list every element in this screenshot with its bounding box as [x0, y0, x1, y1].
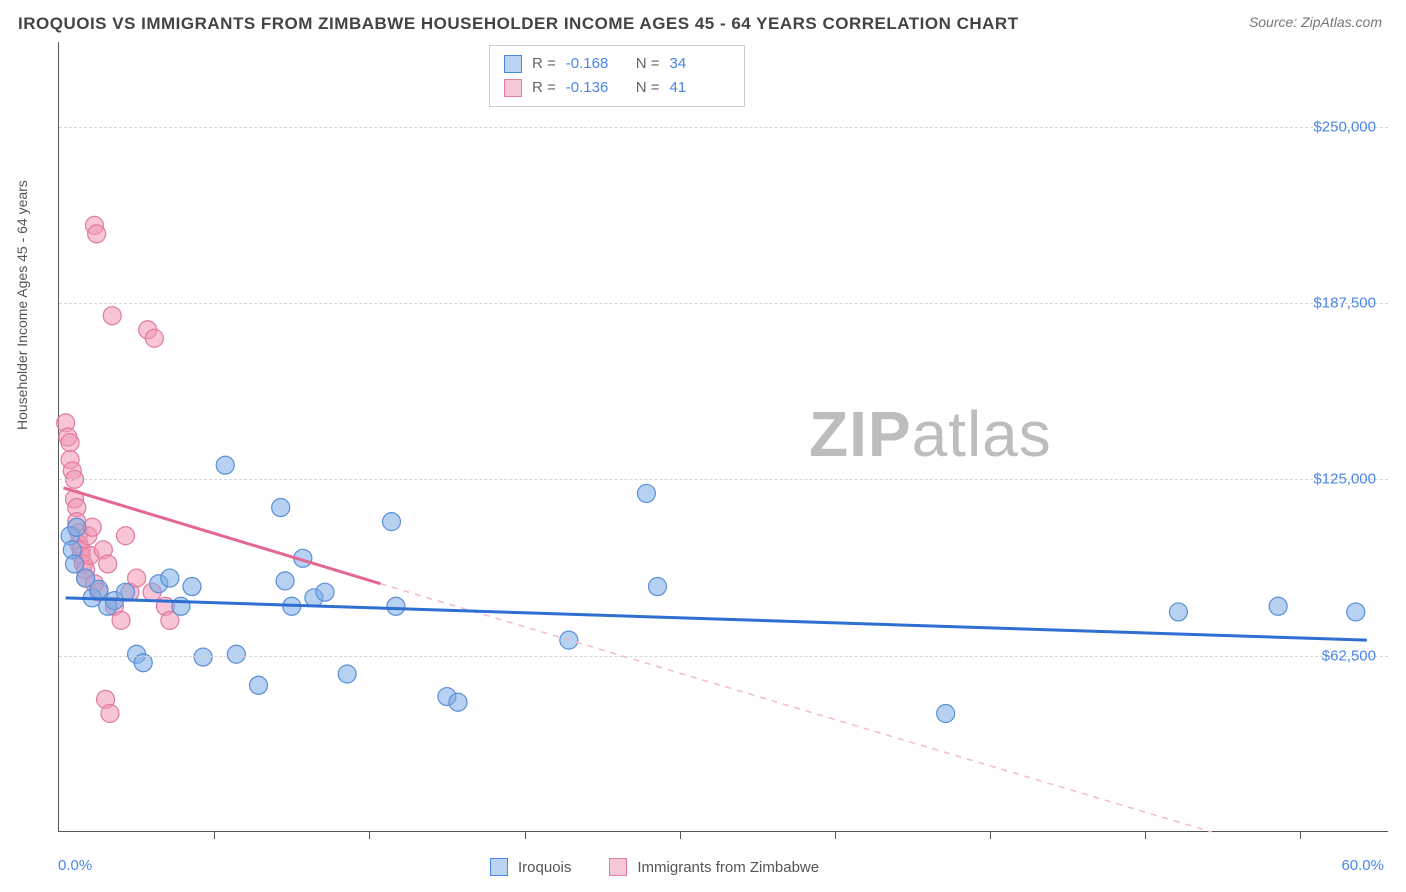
- data-point: [449, 693, 467, 711]
- data-point: [90, 580, 108, 598]
- data-point: [161, 569, 179, 587]
- data-point: [117, 527, 135, 545]
- legend-label-zimbabwe: Immigrants from Zimbabwe: [637, 859, 819, 876]
- swatch-zimbabwe: [504, 79, 522, 97]
- plot-area: ZIPatlas R = -0.168 N = 34 R = -0.136 N …: [58, 42, 1388, 832]
- data-point: [387, 597, 405, 615]
- x-tick: [1145, 831, 1146, 839]
- data-point: [216, 456, 234, 474]
- data-point: [649, 578, 667, 596]
- trend-line: [66, 598, 1367, 640]
- data-point: [103, 307, 121, 325]
- x-tick: [1300, 831, 1301, 839]
- gridline: [59, 479, 1388, 480]
- data-point: [194, 648, 212, 666]
- legend-label-iroquois: Iroquois: [518, 859, 571, 876]
- x-tick: [990, 831, 991, 839]
- x-max-label: 60.0%: [1341, 857, 1384, 874]
- data-point: [1269, 597, 1287, 615]
- n-value-zimbabwe: 41: [670, 76, 730, 100]
- x-tick: [680, 831, 681, 839]
- data-point: [276, 572, 294, 590]
- data-point: [316, 583, 334, 601]
- data-point: [250, 676, 268, 694]
- data-point: [101, 705, 119, 723]
- n-label: N =: [636, 52, 660, 76]
- r-label: R =: [532, 76, 556, 100]
- correlation-legend: R = -0.168 N = 34 R = -0.136 N = 41: [489, 45, 745, 107]
- series-legend: Iroquois Immigrants from Zimbabwe: [490, 858, 819, 876]
- legend-row-iroquois: R = -0.168 N = 34: [504, 52, 730, 76]
- scatter-svg: [59, 42, 1388, 831]
- y-tick-label: $62,500: [1322, 647, 1376, 664]
- swatch-iroquois-bottom: [490, 858, 508, 876]
- y-tick-label: $187,500: [1313, 294, 1376, 311]
- data-point: [183, 578, 201, 596]
- y-axis-label: Householder Income Ages 45 - 64 years: [14, 180, 30, 430]
- n-value-iroquois: 34: [670, 52, 730, 76]
- n-label: N =: [636, 76, 660, 100]
- x-tick: [369, 831, 370, 839]
- gridline: [59, 127, 1388, 128]
- data-point: [68, 518, 86, 536]
- swatch-zimbabwe-bottom: [609, 858, 627, 876]
- data-point: [227, 645, 245, 663]
- r-value-zimbabwe: -0.136: [566, 76, 626, 100]
- x-tick: [214, 831, 215, 839]
- r-label: R =: [532, 52, 556, 76]
- data-point: [338, 665, 356, 683]
- data-point: [99, 555, 117, 573]
- y-tick-label: $125,000: [1313, 471, 1376, 488]
- data-point: [383, 513, 401, 531]
- data-point: [145, 329, 163, 347]
- y-tick-label: $250,000: [1313, 118, 1376, 135]
- data-point: [937, 705, 955, 723]
- data-point: [272, 499, 290, 517]
- chart-title: IROQUOIS VS IMMIGRANTS FROM ZIMBABWE HOU…: [18, 14, 1019, 34]
- source-attribution: Source: ZipAtlas.com: [1249, 14, 1382, 30]
- x-min-label: 0.0%: [58, 857, 92, 874]
- gridline: [59, 303, 1388, 304]
- data-point: [88, 225, 106, 243]
- legend-row-zimbabwe: R = -0.136 N = 41: [504, 76, 730, 100]
- r-value-iroquois: -0.168: [566, 52, 626, 76]
- data-point: [637, 484, 655, 502]
- x-tick: [835, 831, 836, 839]
- data-point: [112, 611, 130, 629]
- gridline: [59, 656, 1388, 657]
- data-point: [1347, 603, 1365, 621]
- swatch-iroquois: [504, 55, 522, 73]
- data-point: [61, 434, 79, 452]
- data-point: [1169, 603, 1187, 621]
- x-tick: [525, 831, 526, 839]
